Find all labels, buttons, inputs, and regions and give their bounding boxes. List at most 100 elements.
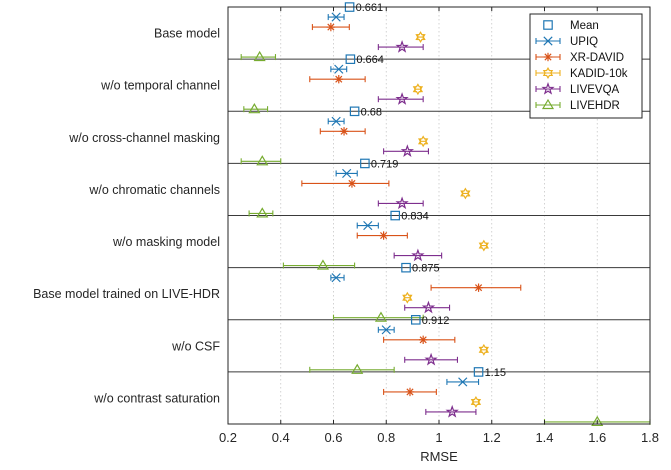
errorbar-upiq	[327, 116, 345, 126]
mean-value-label: 0.912	[422, 315, 450, 327]
x-tick-label: 0.2	[219, 430, 237, 445]
errorbar-livevqa	[383, 144, 430, 157]
data-point	[351, 363, 364, 374]
data-point	[470, 395, 482, 408]
errorbar-xr-david	[356, 231, 408, 240]
x-axis: 0.2 0.4 0.6 0.8 1 1.2 1.4 1.6 1.8	[219, 7, 659, 445]
category-group: 0.875	[330, 262, 522, 322]
category-group: 0.834	[282, 210, 490, 270]
errorbar-xr-david	[430, 283, 522, 292]
data-point	[339, 127, 349, 136]
errorbar-upiq	[446, 377, 480, 387]
x-tick-label: 1.8	[641, 430, 659, 445]
data-point	[424, 352, 438, 366]
data-point	[405, 387, 415, 397]
errorbar-livevqa	[404, 352, 459, 366]
errorbar-livevqa	[393, 248, 443, 262]
mean-value-label: 0.834	[401, 211, 429, 223]
x-tick-label: 1.2	[483, 430, 501, 445]
legend-marker	[541, 81, 555, 95]
category-group: 0.664	[243, 54, 424, 114]
x-tick-label: 0.6	[324, 430, 342, 445]
errorbar-kadid-10k	[415, 31, 426, 44]
category-group: 0.661	[240, 2, 426, 62]
data-point	[395, 92, 409, 105]
data-point	[395, 196, 409, 210]
data-point	[256, 207, 269, 218]
mean-value-label: 1.15	[485, 367, 506, 379]
errorbar-xr-david	[383, 335, 456, 345]
data-point	[445, 404, 459, 418]
mean-marker	[345, 54, 356, 64]
data-point	[379, 231, 388, 240]
errorbar-kadid-10k	[417, 135, 429, 148]
data-point	[347, 179, 357, 188]
legend-entry: LIVEVQA	[535, 81, 620, 96]
mean-marker	[390, 210, 401, 221]
data-point	[478, 239, 490, 252]
data-point	[418, 335, 428, 345]
data-point	[331, 12, 341, 22]
errorbar-livehdr	[309, 363, 395, 374]
x-tick-label: 1	[435, 430, 442, 445]
mean-value-label: 0.661	[356, 2, 384, 14]
data-point	[363, 220, 373, 231]
x-tick-label: 1.6	[588, 430, 606, 445]
errorbar-livehdr	[240, 50, 277, 62]
errorbar-xr-david	[309, 74, 366, 84]
errorbar-livevqa	[404, 300, 451, 314]
category-label: w/o masking model	[112, 235, 220, 249]
errorbar-livehdr	[248, 207, 274, 218]
data-point	[421, 300, 436, 314]
errorbar-upiq	[377, 325, 395, 335]
legend-marker	[543, 52, 553, 62]
data-point	[478, 343, 490, 356]
data-point	[395, 40, 409, 53]
legend-marker	[543, 36, 553, 46]
data-point	[334, 64, 344, 74]
category-label: w/o contrast saturation	[93, 391, 220, 405]
mean-marker	[401, 262, 411, 273]
errorbar-xr-david	[311, 22, 350, 32]
legend-label: LIVEVQA	[570, 84, 620, 96]
data-point	[374, 311, 388, 322]
mean-marker	[410, 315, 421, 325]
data-point	[316, 259, 329, 270]
x-tick-label: 1.4	[535, 430, 553, 445]
errorbar-livehdr	[243, 103, 269, 114]
legend-marker	[542, 67, 554, 79]
errorbar-kadid-10k	[412, 83, 424, 96]
errorbar-kadid-10k	[402, 291, 413, 304]
errorbar-livevqa	[425, 404, 477, 418]
x-tick-label: 0.4	[272, 430, 290, 445]
errorbar-kadid-10k	[478, 239, 490, 252]
y-axis: Base model w/o temporal channel w/o cross-…	[33, 27, 220, 406]
errorbar-upiq	[327, 12, 345, 22]
data-point	[460, 187, 471, 200]
errorbar-livevqa	[377, 92, 424, 105]
legend-marker	[543, 20, 553, 30]
legend-entry: XR-DAVID	[535, 52, 624, 64]
errorbar-upiq	[356, 220, 379, 231]
x-tick-label: 0.8	[377, 430, 395, 445]
errorbar-livehdr	[240, 155, 282, 166]
legend-label: KADID-10k	[570, 68, 628, 80]
data-point	[342, 168, 352, 179]
errorbar-upiq	[330, 273, 345, 283]
category-label: Base model	[154, 27, 220, 41]
data-point	[417, 135, 429, 148]
errorbar-kadid-10k	[478, 343, 490, 356]
data-point	[248, 103, 261, 114]
mean-marker	[349, 106, 360, 117]
errorbar-kadid-10k	[470, 395, 482, 408]
legend-label: UPIQ	[570, 36, 598, 48]
legend-label: XR-DAVID	[570, 52, 624, 64]
errorbar-livevqa	[377, 196, 424, 210]
data-layer: 0.661 0.664 0.68 0.719 0.834 0.875 0.912 1.15	[240, 2, 651, 427]
data-point	[381, 325, 391, 335]
category-label: w/o cross-channel masking	[68, 131, 220, 145]
errorbar-xr-david	[383, 387, 437, 397]
legend: Mean UPIQ XR-DAVID KADID-10k LIVEVQA LIVEHDR	[529, 13, 643, 119]
data-point	[331, 273, 341, 283]
